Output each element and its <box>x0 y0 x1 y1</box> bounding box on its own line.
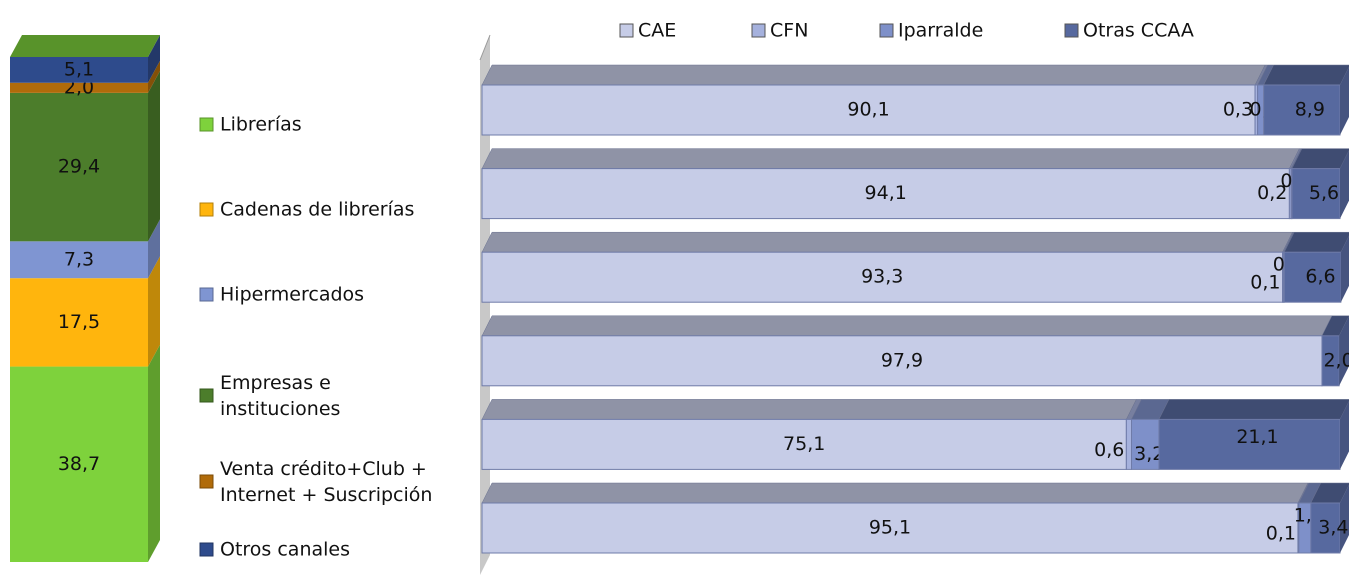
column-segment <box>10 366 148 562</box>
value-label: 0,1 <box>1266 523 1296 545</box>
bar-end <box>1340 485 1349 553</box>
value-label: 0,1 <box>1250 272 1280 294</box>
value-label: 95,1 <box>869 517 911 539</box>
bar-segment <box>481 84 1256 136</box>
column-side <box>148 344 160 562</box>
bar-segment <box>481 502 1299 554</box>
legend-swatch <box>199 542 214 557</box>
legend-swatch <box>199 287 214 302</box>
legend-swatch <box>879 23 894 38</box>
bar-end <box>1340 401 1349 470</box>
bar-segment <box>481 335 1323 387</box>
value-label: 17,5 <box>58 311 100 333</box>
column-side <box>148 35 160 83</box>
column-segment <box>10 57 148 83</box>
legend-label: Librerías <box>220 114 302 136</box>
value-label: 21,1 <box>1236 426 1278 448</box>
bar-top <box>1158 399 1349 420</box>
value-label: 94,1 <box>865 182 907 204</box>
legend-swatch <box>199 474 214 489</box>
bar-top <box>481 482 1309 504</box>
legend-swatch <box>1064 23 1079 38</box>
column-side <box>148 219 160 279</box>
bar-segment <box>481 168 1290 220</box>
legend-label: CFN <box>770 20 808 42</box>
column-segment <box>10 92 148 242</box>
bar-top <box>1291 148 1349 169</box>
column-segment <box>10 82 148 93</box>
value-label: 8,9 <box>1295 99 1325 121</box>
legend-label: Cadenas de librerías <box>220 199 414 221</box>
legend-label: Empresas e instituciones <box>220 372 340 420</box>
legend-swatch <box>751 23 766 38</box>
legend-swatch <box>199 202 214 217</box>
value-label: 29,4 <box>58 156 100 178</box>
legend-label: Otras CCAA <box>1083 20 1194 42</box>
bar-top <box>1263 64 1349 86</box>
legend-label: Otros canales <box>220 539 350 561</box>
value-label: 6,6 <box>1305 266 1335 288</box>
bar-top <box>481 64 1266 86</box>
legend-swatch <box>199 117 214 132</box>
bar-top <box>1283 231 1349 253</box>
legend-swatch <box>199 388 214 403</box>
value-label: 7,3 <box>64 248 94 270</box>
legend-label: Venta crédito+Club + Internet + Suscripci… <box>220 458 432 506</box>
value-label: 5,1 <box>64 58 94 80</box>
value-label: 97,9 <box>881 349 923 371</box>
value-label: 0,6 <box>1094 439 1124 461</box>
bar-end <box>1340 150 1349 219</box>
bar-top <box>481 231 1293 253</box>
value-label: 90,1 <box>847 99 889 121</box>
column-side <box>148 256 160 367</box>
column-side <box>148 60 160 93</box>
bar-segment <box>1125 418 1133 470</box>
value-label: 5,6 <box>1309 182 1339 204</box>
bar-top <box>481 148 1300 169</box>
bar-segment <box>1283 251 1342 303</box>
value-label: 75,1 <box>783 433 825 455</box>
bar-segment <box>1291 168 1341 220</box>
value-label: 3,4 <box>1318 517 1348 539</box>
bar-end <box>1340 235 1349 303</box>
bar-segment <box>1158 418 1341 470</box>
column-segment <box>10 278 148 367</box>
value-label: 2,0 <box>1323 349 1349 371</box>
column-side <box>148 70 160 242</box>
bar-segment <box>1263 84 1341 136</box>
bar-end <box>1339 316 1349 386</box>
bar-top <box>481 315 1333 337</box>
bar-end <box>1340 67 1349 135</box>
legend-label: Iparralde <box>898 20 983 42</box>
legend-label: Hipermercados <box>220 284 364 306</box>
column-top <box>10 35 160 57</box>
legend-label: CAE <box>638 20 676 42</box>
value-label: 0,3 <box>1223 99 1253 121</box>
wall-edge <box>479 34 491 61</box>
column-segment <box>10 241 148 279</box>
bar-segment <box>481 418 1127 470</box>
value-label: 3,2 <box>1134 443 1164 465</box>
value-label: 93,3 <box>861 266 903 288</box>
legend-swatch <box>619 23 634 38</box>
value-label: 38,7 <box>58 453 100 475</box>
bar-top <box>481 399 1137 420</box>
value-label: 0,2 <box>1257 182 1287 204</box>
